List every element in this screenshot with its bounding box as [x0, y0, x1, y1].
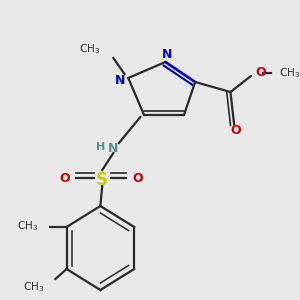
Text: O: O	[231, 124, 242, 137]
Text: O: O	[256, 67, 266, 80]
Text: N: N	[108, 142, 118, 155]
Text: N: N	[115, 74, 125, 86]
Text: CH$_3$: CH$_3$	[23, 280, 44, 294]
Text: CH$_3$: CH$_3$	[17, 219, 39, 233]
Text: N: N	[162, 47, 172, 61]
Text: H: H	[96, 142, 105, 152]
Text: O: O	[132, 172, 143, 185]
Text: S: S	[96, 171, 108, 189]
Text: O: O	[60, 172, 70, 185]
Text: CH$_3$: CH$_3$	[279, 66, 300, 80]
Text: CH$_3$: CH$_3$	[79, 42, 100, 56]
